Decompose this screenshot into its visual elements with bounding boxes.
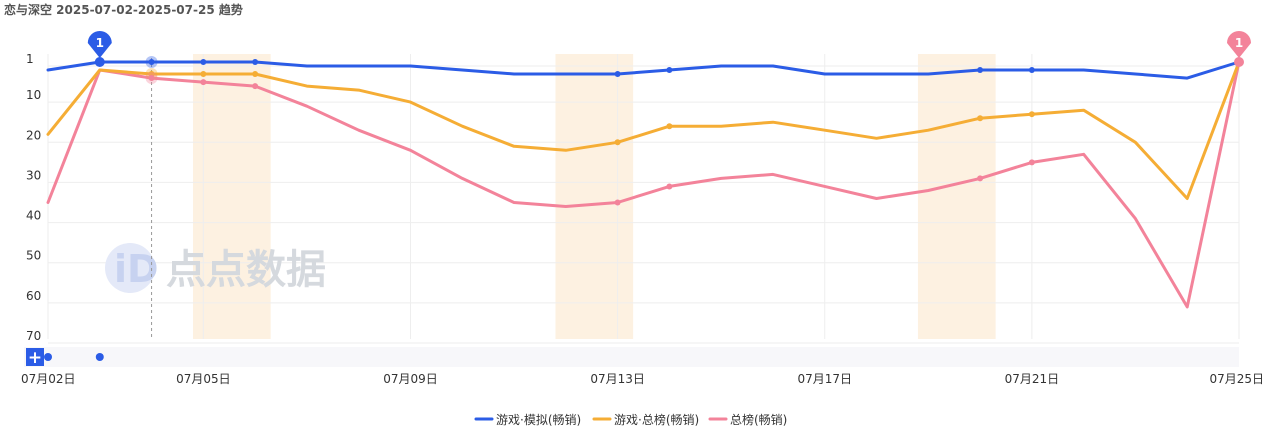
legend-label-1[interactable]: 游戏·总榜(畅销) bbox=[614, 412, 699, 427]
series-lines bbox=[46, 59, 1241, 309]
weekend-highlights bbox=[192, 54, 996, 339]
end-rank-pin bbox=[1227, 31, 1251, 58]
series-line-1 bbox=[46, 60, 1241, 200]
watermark-logo bbox=[105, 243, 155, 293]
y-tick-label: 50 bbox=[26, 249, 41, 263]
start-pin-label: 1 bbox=[96, 36, 104, 50]
series-0-point bbox=[666, 67, 673, 74]
series-2-point bbox=[614, 199, 621, 206]
x-tick-label: 07月05日 bbox=[176, 372, 231, 386]
x-tick-label: 07月13日 bbox=[590, 372, 645, 386]
start-pin-point bbox=[94, 57, 105, 67]
series-line-0 bbox=[46, 60, 1241, 80]
legend-label-2[interactable]: 总榜(畅销) bbox=[730, 412, 787, 427]
x-tick-label: 07月09日 bbox=[383, 372, 438, 386]
watermark-text: 点点数据 bbox=[166, 247, 326, 293]
end-pin-label: 1 bbox=[1235, 36, 1243, 50]
highlight-band-0 bbox=[192, 54, 271, 339]
series-0-point bbox=[977, 67, 984, 74]
series-0-point bbox=[1028, 67, 1035, 74]
series-1-point bbox=[614, 139, 621, 146]
series-1-point bbox=[977, 115, 984, 122]
y-tick-label: 40 bbox=[26, 209, 41, 223]
x-tick-label: 07月21日 bbox=[1005, 372, 1060, 386]
slider-add-symbol: + bbox=[28, 348, 42, 368]
y-tick-label: 1 bbox=[26, 52, 34, 66]
slider-handle-left[interactable] bbox=[44, 353, 52, 361]
y-axis-ticks: 1 10 20 30 40 50 60 70 bbox=[26, 52, 41, 343]
series-1-point bbox=[200, 71, 207, 78]
watermark: iD 点点数据 bbox=[105, 243, 326, 293]
hover-point-2 bbox=[148, 75, 155, 82]
x-axis-ticks: 07月02日 07月05日 07月09日 07月13日 07月17日 07月21日 07月2… bbox=[21, 372, 1264, 386]
legend[interactable]: 游戏·模拟(畅销) 游戏·总榜(畅销) 总榜(畅销) bbox=[474, 412, 787, 427]
start-rank-pin bbox=[87, 31, 112, 58]
y-tick-label: 30 bbox=[26, 168, 41, 182]
series-1-point bbox=[252, 71, 259, 78]
series-2-point bbox=[252, 83, 259, 90]
grid-lines bbox=[47, 54, 1240, 344]
legend-label-0[interactable]: 游戏·模拟(畅销) bbox=[496, 413, 581, 427]
series-2-point bbox=[666, 183, 673, 190]
series-0-point bbox=[200, 59, 207, 65]
range-slider[interactable]: + bbox=[24, 347, 1239, 368]
series-2-point bbox=[200, 79, 207, 86]
series-0-point bbox=[614, 71, 621, 78]
y-tick-label: 10 bbox=[26, 88, 41, 102]
slider-add-button[interactable] bbox=[26, 348, 44, 366]
series-2-point bbox=[1028, 159, 1035, 166]
highlight-band-1 bbox=[555, 54, 634, 339]
series-2-point bbox=[977, 175, 984, 182]
y-tick-label: 70 bbox=[26, 329, 41, 343]
series-line-2 bbox=[46, 60, 1241, 309]
y-tick-label: 20 bbox=[26, 128, 41, 142]
y-tick-label: 60 bbox=[26, 289, 41, 303]
end-pin-point bbox=[1234, 57, 1244, 67]
highlight-band-2 bbox=[917, 54, 996, 339]
slider-track[interactable] bbox=[24, 347, 1239, 367]
chart-title: 恋与深空 2025-07-02-2025-07-25 趋势 bbox=[4, 3, 243, 17]
series-0-point bbox=[252, 59, 259, 65]
hover-point-0 bbox=[148, 59, 155, 65]
series-1-point bbox=[666, 123, 673, 130]
hover-indicator bbox=[145, 56, 158, 339]
x-tick-label: 07月02日 bbox=[21, 372, 76, 386]
slider-handle-marker[interactable] bbox=[95, 353, 104, 361]
series-1-point bbox=[1028, 111, 1035, 118]
x-tick-label: 07月17日 bbox=[797, 372, 852, 386]
x-tick-label: 07月25日 bbox=[1209, 372, 1264, 386]
